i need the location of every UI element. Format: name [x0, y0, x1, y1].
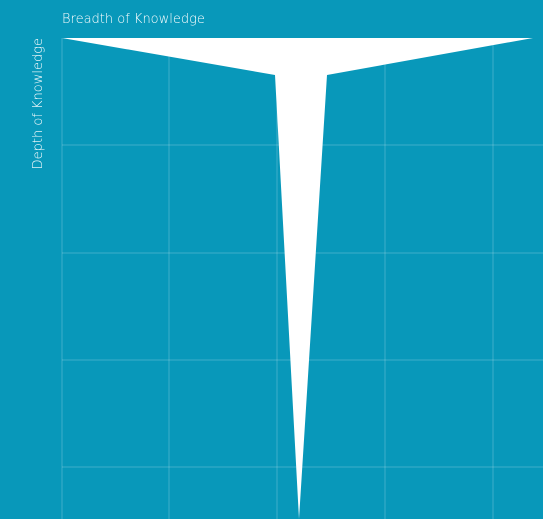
x-axis-label: Breadth of Knowledge — [62, 12, 205, 27]
y-axis-label: Depth of Knowledge — [31, 38, 46, 169]
t-shape — [62, 38, 533, 519]
